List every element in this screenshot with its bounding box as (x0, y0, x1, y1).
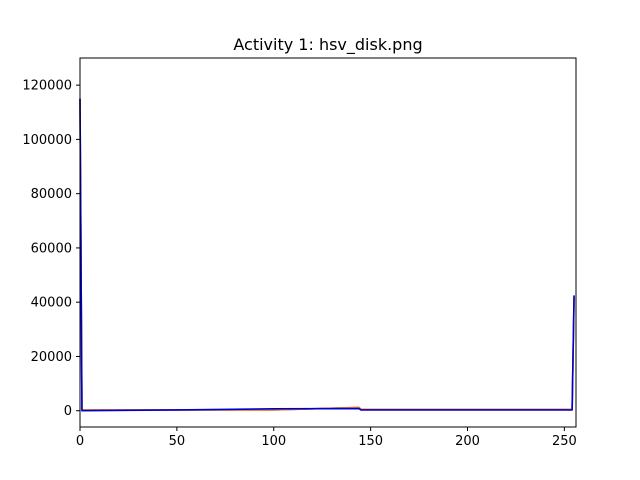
y-tick-label: 100000 (22, 133, 72, 148)
x-tick-label: 250 (552, 434, 577, 449)
x-tick-label: 50 (169, 434, 186, 449)
chart-title: Activity 1: hsv_disk.png (233, 35, 422, 55)
y-tick-label: 80000 (31, 187, 72, 202)
series-line-3 (79, 98, 575, 412)
y-tick-label: 60000 (31, 241, 72, 256)
axes-layer: 0 50 100 150 200 250 0 20000 40000 60000 80000 1000… (22, 57, 577, 449)
y-tick-label: 0 (64, 404, 72, 419)
y-tick-label: 120000 (22, 79, 72, 94)
x-tick-label: 0 (76, 434, 84, 449)
plot-frame (79, 57, 577, 428)
x-tick-label: 200 (455, 434, 480, 449)
x-tick-label: 150 (358, 434, 383, 449)
x-tick-label: 100 (261, 434, 286, 449)
y-tick-label: 20000 (31, 350, 72, 365)
series-layer (79, 98, 575, 412)
y-tick-label: 40000 (31, 296, 72, 311)
